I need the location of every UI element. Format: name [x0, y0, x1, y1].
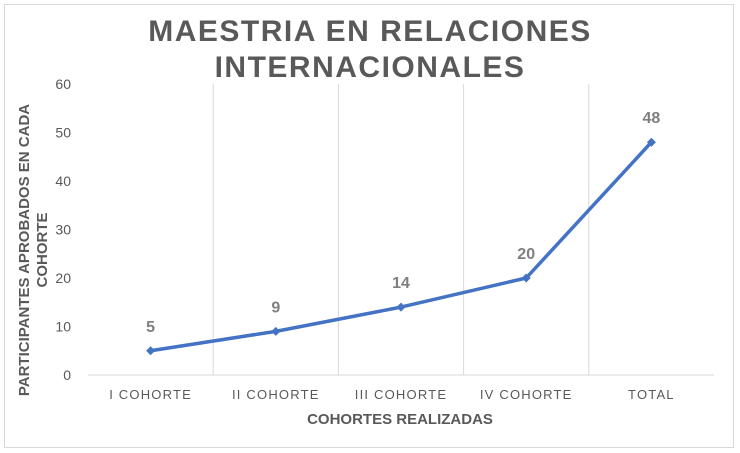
chart-title-line-1: MAESTRIA EN RELACIONES [148, 15, 592, 48]
data-markers [146, 137, 656, 356]
data-label: 20 [517, 246, 535, 263]
data-marker [271, 326, 281, 336]
data-marker [146, 346, 156, 356]
data-marker [646, 137, 656, 147]
y-tick-label: 30 [55, 222, 71, 238]
x-category-label: I COHORTE [109, 387, 192, 402]
chart-title: MAESTRIA EN RELACIONES INTERNACIONALES [0, 14, 740, 86]
x-category-label: TOTAL [628, 387, 675, 402]
data-label: 14 [392, 275, 410, 292]
y-axis-tick-labels: 0 10 20 30 40 50 60 [55, 76, 71, 383]
x-category-label: III COHORTE [355, 387, 447, 402]
y-axis-title: PARTICIPANTES APROBADOS EN CADA COHORTE [16, 104, 51, 396]
y-tick-label: 10 [55, 319, 71, 335]
data-label: 9 [271, 299, 280, 316]
x-category-label: II COHORTE [232, 387, 320, 402]
y-tick-label: 60 [55, 76, 71, 92]
y-axis-title-line-2: COHORTE [34, 213, 51, 288]
y-tick-label: 0 [63, 367, 71, 383]
chart-frame [4, 4, 734, 448]
data-label: 5 [146, 319, 155, 336]
x-axis-title: COHORTES REALIZADAS [307, 411, 493, 428]
y-tick-label: 50 [55, 125, 71, 141]
data-marker [396, 302, 406, 312]
y-tick-label: 40 [55, 173, 71, 189]
y-tick-label: 20 [55, 270, 71, 286]
data-marker [521, 273, 531, 283]
y-axis-title-line-1: PARTICIPANTES APROBADOS EN CADA [16, 104, 33, 396]
data-label: 48 [643, 110, 661, 127]
data-labels: 5 9 14 20 48 [146, 110, 660, 336]
x-category-label: IV COHORTE [480, 387, 573, 402]
series-line [148, 140, 654, 353]
chart-title-line-2: INTERNACIONALES [214, 51, 526, 84]
x-axis-category-labels: I COHORTE II COHORTE III COHORTE IV COHORTE… [109, 387, 675, 402]
gridlines [88, 84, 714, 376]
series-polyline [148, 140, 654, 353]
